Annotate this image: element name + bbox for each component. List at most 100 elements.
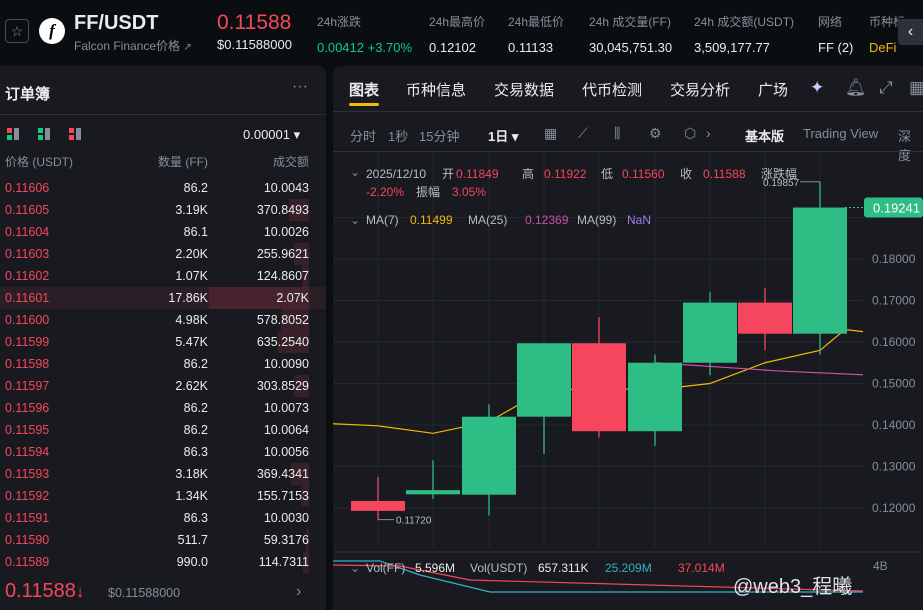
ma99-value: NaN <box>627 213 651 227</box>
order-book-row[interactable]: 0.11600 4.98K 578.8052 <box>0 309 326 331</box>
chart-view-0[interactable]: 基本版 <box>745 129 785 144</box>
stat-value: 0.11133 <box>508 40 554 55</box>
low-value: 0.11560 <box>622 167 665 181</box>
ask-qty: 4.98K <box>175 313 208 327</box>
stat-6[interactable]: 币种标 DeFi <box>869 13 905 55</box>
symbol-title[interactable]: FF/USDT <box>74 12 159 34</box>
y-tick-label: 0.12000 <box>872 501 916 515</box>
order-book-row[interactable]: 0.11595 86.2 10.0064 <box>0 419 326 441</box>
tab-4[interactable]: 交易分析 <box>670 82 731 99</box>
tab-1[interactable]: 币种信息 <box>406 82 467 99</box>
ask-price: 0.11589 <box>5 555 50 569</box>
order-book-row[interactable]: 0.11594 86.3 10.0056 <box>0 441 326 463</box>
order-book-row[interactable]: 0.11599 5.47K 635.2540 <box>0 331 326 353</box>
ask-qty: 86.1 <box>183 225 208 239</box>
more-options-icon[interactable]: ··· <box>292 78 308 95</box>
ask-price: 0.11595 <box>5 423 50 437</box>
open-value: 0.11849 <box>456 167 499 181</box>
stat-label: 24h最低价 <box>508 15 565 29</box>
divider <box>333 111 923 112</box>
ask-total: 578.8052 <box>256 313 309 327</box>
view-both-icon[interactable] <box>7 128 19 140</box>
ask-total: 10.0090 <box>263 357 309 371</box>
order-book-row[interactable]: 0.11589 990.0 114.7311 <box>0 551 326 573</box>
order-book-row[interactable]: 0.11592 1.34K 155.7153 <box>0 485 326 507</box>
order-book-row[interactable]: 0.11605 3.19K 370.8493 <box>0 199 326 221</box>
view-asks-icon[interactable] <box>69 128 81 140</box>
open-label: 开 <box>442 167 454 181</box>
more-chevron-icon[interactable]: › <box>296 583 302 600</box>
tab-3[interactable]: 代币检测 <box>582 82 643 99</box>
order-book-row[interactable]: 0.11593 3.18K 369.4341 <box>0 463 326 485</box>
tab-2[interactable]: 交易数据 <box>494 82 555 99</box>
scroll-right-chevron-icon[interactable]: ‹ <box>898 19 923 45</box>
order-book-title: 订单簿 <box>5 86 51 103</box>
vol-axis-label: 4B <box>873 559 888 573</box>
precision-select[interactable]: 0.00001 ▾ <box>243 127 301 142</box>
chart-view-1[interactable]: Trading View <box>803 126 879 141</box>
close-value: 0.11588 <box>703 167 746 181</box>
drawing-icon[interactable]: ⬡ <box>684 125 697 141</box>
last-price-tag-label: 0.19241 <box>873 201 920 216</box>
vol-usdt-value: 657.311K <box>538 561 589 575</box>
ask-total: 10.0030 <box>263 511 309 525</box>
tab-5[interactable]: 广场 <box>758 82 789 99</box>
last-price-usd: $0.11588000 <box>108 586 181 600</box>
ma25-label: MA(25) <box>468 213 507 227</box>
timeframe-1[interactable]: 1秒 <box>388 129 409 144</box>
candle-body <box>572 343 626 432</box>
expand-icon[interactable]: ⤢ <box>879 78 893 97</box>
order-book-row[interactable]: 0.11601 17.86K 2.07K <box>0 287 326 309</box>
calendar-icon[interactable]: ▦ <box>544 125 558 141</box>
order-book-row[interactable]: 0.11596 86.2 10.0073 <box>0 397 326 419</box>
stat-0: 24h涨跌 0.00412 +3.70% <box>317 13 412 55</box>
ask-qty: 86.2 <box>183 423 208 437</box>
y-tick-label: 0.15000 <box>872 377 916 391</box>
vol-collapse-icon: ⌄ <box>350 561 360 575</box>
favorite-star-icon[interactable]: ☆ <box>5 19 29 43</box>
candle-body <box>517 343 571 417</box>
order-book-row[interactable]: 0.11591 86.3 10.0030 <box>0 507 326 529</box>
stat-label: 24h 成交额(USDT) <box>694 15 795 29</box>
order-book-row[interactable]: 0.11602 1.07K 124.8607 <box>0 265 326 287</box>
order-book-row[interactable]: 0.11598 86.2 10.0090 <box>0 353 326 375</box>
ai-sparkle-icon[interactable]: ✦ <box>810 78 825 97</box>
grid-layout-icon[interactable]: ▦ <box>909 78 923 97</box>
ask-total: 2.07K <box>276 291 309 305</box>
candle-type-icon[interactable]: ⫼ <box>614 125 621 141</box>
stat-value: 30,045,751.30 <box>589 40 673 55</box>
ask-qty: 2.62K <box>175 379 208 393</box>
ask-price: 0.11602 <box>5 269 50 283</box>
order-book-row[interactable]: 0.11604 86.1 10.0026 <box>0 221 326 243</box>
coin-name-link[interactable]: Falcon Finance价格 ↗ <box>74 39 192 53</box>
bell-icon[interactable]: 🔔︎ <box>845 78 867 97</box>
timeframe-2[interactable]: 15分钟 <box>419 129 460 144</box>
order-book-row[interactable]: 0.11606 86.2 10.0043 <box>0 177 326 199</box>
ma25-value: 0.12369 <box>525 213 569 227</box>
depth-bar <box>302 265 309 287</box>
order-book-row[interactable]: 0.11603 2.20K 255.9621 <box>0 243 326 265</box>
chevron-right-icon[interactable]: › <box>706 125 711 141</box>
stat-value: 3,509,177.77 <box>694 40 770 55</box>
ask-qty: 86.3 <box>183 445 208 459</box>
timeframe-3[interactable]: 1日 ▾ <box>488 129 519 144</box>
ask-price: 0.11596 <box>5 401 50 415</box>
tab-0[interactable]: 图表 <box>349 82 380 99</box>
view-bids-icon[interactable] <box>38 128 50 140</box>
stat-value: FF (2) <box>818 40 854 55</box>
stat-label: 24h最高价 <box>429 15 486 29</box>
order-book-row[interactable]: 0.11590 511.7 59.3176 <box>0 529 326 551</box>
ticker-header: ☆ f FF/USDT Falcon Finance价格 ↗ 0.11588 $… <box>0 0 923 66</box>
indicator-icon[interactable]: ⟋ <box>578 125 588 141</box>
timeframe-0[interactable]: 分时 <box>350 129 377 144</box>
vol-usdt-label: Vol(USDT) <box>470 561 527 575</box>
settings-icon[interactable]: ⚙ <box>649 125 662 141</box>
stat-value: 0.00412 +3.70% <box>317 40 413 55</box>
depth-bar <box>303 551 309 573</box>
stat-5[interactable]: 网络 FF (2) <box>818 13 853 55</box>
last-price-tag <box>864 197 923 218</box>
ask-total: 255.9621 <box>256 247 309 261</box>
order-book-row[interactable]: 0.11597 2.62K 303.8529 <box>0 375 326 397</box>
vol-ma-value-2: 37.014M <box>678 561 725 575</box>
